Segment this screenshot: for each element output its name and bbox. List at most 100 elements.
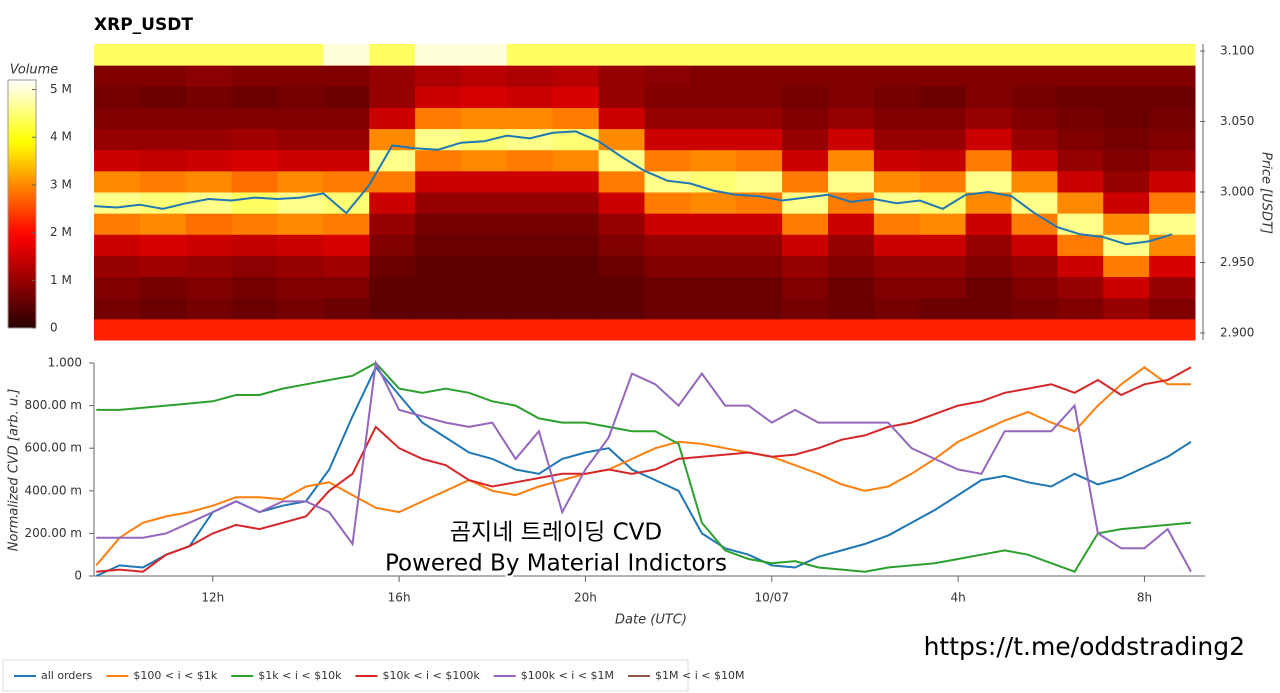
heatmap-cell bbox=[323, 86, 370, 108]
heatmap-cell bbox=[231, 149, 278, 172]
heatmap-cell bbox=[139, 86, 187, 108]
heatmap-cell bbox=[552, 276, 600, 299]
heatmap-cell bbox=[369, 44, 416, 66]
heatmap-cell bbox=[369, 255, 416, 278]
heatmap-cell bbox=[1057, 318, 1104, 341]
heatmap-cell bbox=[919, 234, 967, 256]
heatmap-cell bbox=[277, 297, 324, 320]
heatmap-cell bbox=[506, 107, 554, 130]
heatmap-cell bbox=[185, 107, 233, 130]
colorbar-tick-label: 1 M bbox=[50, 273, 72, 287]
heatmap-cell bbox=[94, 255, 141, 278]
y-tick-label: 1.000 bbox=[48, 356, 82, 370]
heatmap-cell bbox=[139, 107, 187, 130]
heatmap-cell bbox=[552, 149, 600, 172]
heatmap-cell bbox=[139, 65, 187, 87]
heatmap-cell bbox=[965, 86, 1012, 108]
heatmap-cell bbox=[644, 65, 691, 87]
heatmap-cell bbox=[1149, 255, 1196, 278]
heatmap-cell bbox=[965, 255, 1012, 278]
heatmap-cell bbox=[552, 234, 600, 256]
heatmap-cell bbox=[1149, 213, 1196, 235]
heatmap-cell bbox=[323, 318, 370, 341]
legend-label: $1k < i < $10k bbox=[258, 669, 342, 682]
heatmap-cell bbox=[1149, 318, 1196, 341]
heatmap-cell bbox=[598, 276, 645, 299]
heatmap-cell bbox=[690, 276, 737, 299]
heatmap-cell bbox=[919, 213, 967, 235]
heatmap-cell bbox=[415, 86, 462, 108]
heatmap-cell bbox=[1011, 149, 1058, 172]
heatmap-cell bbox=[1011, 255, 1058, 278]
heatmap-cell bbox=[644, 234, 691, 256]
y-axis-label: Price [USDT] bbox=[1259, 152, 1274, 234]
heatmap-cell bbox=[139, 318, 187, 341]
heatmap-cell bbox=[185, 234, 233, 256]
heatmap-cell bbox=[873, 44, 921, 66]
heatmap-cell bbox=[506, 318, 554, 341]
heatmap-cell bbox=[277, 255, 324, 278]
heatmap-cell bbox=[185, 213, 233, 235]
heatmap-cell bbox=[736, 107, 783, 130]
heatmap-cell bbox=[1149, 276, 1196, 299]
heatmap-cell bbox=[94, 65, 141, 87]
heatmap-cell bbox=[1103, 192, 1150, 214]
heatmap-cell bbox=[1149, 65, 1196, 87]
heatmap-cell bbox=[873, 149, 921, 172]
legend-box bbox=[2, 659, 689, 692]
heatmap-cell bbox=[277, 128, 324, 151]
heatmap-cell bbox=[185, 128, 233, 151]
heatmap-cell bbox=[965, 44, 1012, 66]
heatmap-cell bbox=[828, 44, 875, 66]
heatmap-cell bbox=[782, 149, 829, 172]
heatmap-cell bbox=[461, 213, 508, 235]
heatmap-cell bbox=[919, 65, 967, 87]
heatmap-cell bbox=[828, 234, 875, 256]
x-tick-label: 12h bbox=[201, 591, 224, 605]
heatmap-cell bbox=[323, 65, 370, 87]
heatmap-cell bbox=[1149, 128, 1196, 151]
heatmap-cell bbox=[415, 318, 462, 341]
heatmap-cell bbox=[231, 170, 278, 193]
heatmap-cell bbox=[736, 213, 783, 235]
x-tick-label: 20h bbox=[574, 591, 597, 605]
heatmap-cell bbox=[782, 234, 829, 256]
y-tick-label: 600.00 m bbox=[25, 441, 83, 455]
heatmap-cell bbox=[965, 297, 1012, 320]
heatmap-cell bbox=[965, 107, 1012, 130]
heatmap-cell bbox=[965, 234, 1012, 256]
heatmap-cell bbox=[598, 149, 645, 172]
heatmap-cell bbox=[598, 318, 645, 341]
heatmap-cell bbox=[231, 65, 278, 87]
heatmap-cell bbox=[552, 86, 600, 108]
heatmap-cell bbox=[461, 170, 508, 193]
heatmap-cell bbox=[323, 192, 370, 214]
y-tick-label: 3.100 bbox=[1220, 44, 1254, 58]
heatmap-cell bbox=[965, 318, 1012, 341]
heatmap-cell bbox=[828, 86, 875, 108]
heatmap-cell bbox=[231, 297, 278, 320]
heatmap-cell bbox=[598, 86, 645, 108]
heatmap-cell bbox=[1057, 297, 1104, 320]
heatmap-cell bbox=[139, 192, 187, 214]
heatmap-cell bbox=[139, 255, 187, 278]
y-tick-label: 2.950 bbox=[1220, 255, 1254, 269]
heatmap-cell bbox=[598, 65, 645, 87]
heatmap-cell bbox=[461, 234, 508, 256]
heatmap-cell bbox=[369, 318, 416, 341]
heatmap-cell bbox=[873, 65, 921, 87]
heatmap-cell bbox=[873, 276, 921, 299]
heatmap-cell bbox=[461, 86, 508, 108]
heatmap-cell bbox=[1057, 276, 1104, 299]
heatmap-cell bbox=[1103, 44, 1150, 66]
heatmap-cell bbox=[323, 213, 370, 235]
heatmap-cell bbox=[552, 128, 600, 151]
heatmap-cell bbox=[506, 234, 554, 256]
heatmap-cell bbox=[828, 297, 875, 320]
heatmap-cell bbox=[506, 192, 554, 214]
heatmap-cell bbox=[323, 149, 370, 172]
heatmap-cell bbox=[94, 107, 141, 130]
heatmap-cell bbox=[1011, 213, 1058, 235]
legend-label: $1M < i < $10M bbox=[655, 669, 744, 682]
heatmap-cell bbox=[277, 318, 324, 341]
